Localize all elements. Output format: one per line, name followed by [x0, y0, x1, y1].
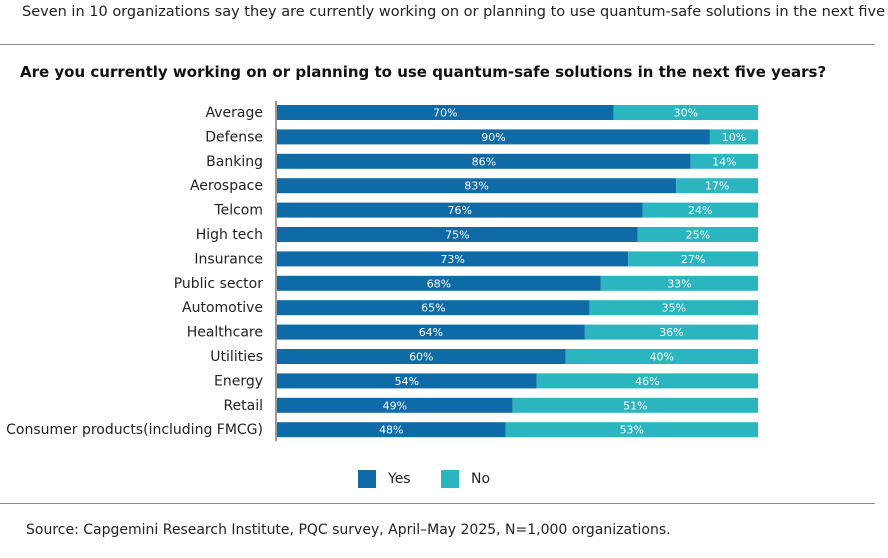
bar-no — [589, 300, 758, 316]
legend-label-no: No — [471, 471, 491, 487]
bar-no — [600, 275, 758, 291]
bar-yes — [277, 397, 513, 413]
source-note: Source: Capgemini Research Institute, PQ… — [26, 522, 671, 538]
data-label-yes: 49% — [383, 399, 407, 412]
data-label-no: 51% — [623, 399, 647, 412]
bar-yes — [277, 227, 638, 242]
bar-no — [565, 349, 758, 364]
data-label-yes: 75% — [445, 229, 469, 242]
data-label-yes: 65% — [421, 302, 445, 315]
bar-yes — [277, 349, 566, 364]
bar-no — [584, 324, 758, 340]
category-label: Aerospace — [190, 178, 263, 194]
data-label-no: 30% — [674, 107, 698, 120]
legend-item-yes: Yes — [358, 470, 411, 488]
bar-no — [512, 397, 758, 413]
bar-yes — [277, 300, 590, 316]
data-label-no: 25% — [686, 229, 710, 242]
bar-yes — [277, 129, 710, 145]
bar-no — [709, 129, 758, 145]
bar-no — [642, 202, 758, 218]
bar-yes — [277, 178, 677, 194]
data-label-yes: 48% — [379, 424, 403, 437]
data-label-no: 53% — [620, 424, 644, 437]
stacked-bar-chart: Average 70% 30% Defense 90% 10% Banking 86% 14% A… — [6, 101, 758, 442]
bar-no — [613, 105, 758, 120]
bar-yes — [277, 422, 506, 438]
category-label: High tech — [196, 227, 263, 243]
bar-no — [628, 251, 758, 267]
legend-swatch-yes — [358, 470, 376, 488]
category-label: Insurance — [194, 251, 263, 267]
data-label-no: 36% — [659, 326, 683, 339]
legend-swatch-no — [441, 470, 459, 488]
data-label-no: 35% — [662, 302, 686, 315]
data-label-no: 46% — [635, 375, 659, 388]
data-label-yes: 76% — [448, 204, 472, 217]
bottom-divider — [0, 503, 875, 504]
bar-no — [690, 153, 758, 169]
category-label: Banking — [206, 154, 263, 170]
category-label: Telcom — [213, 203, 263, 219]
data-label-no: 40% — [650, 351, 674, 364]
data-label-yes: 54% — [395, 375, 419, 388]
data-label-no: 14% — [712, 155, 736, 168]
data-label-yes: 83% — [464, 180, 488, 193]
chart-title: Are you currently working on or planning… — [20, 63, 827, 81]
category-label: Automotive — [182, 300, 263, 316]
bar-yes — [277, 373, 537, 389]
top-divider — [0, 44, 875, 45]
bar-no — [536, 373, 758, 389]
legend-item-no: No — [441, 470, 490, 488]
data-label-no: 33% — [667, 277, 691, 290]
bar-yes — [277, 202, 643, 218]
bar-yes — [277, 105, 614, 120]
category-label: Utilities — [210, 349, 263, 365]
category-label: Retail — [223, 398, 263, 414]
bar-no — [505, 422, 758, 438]
bar-no — [676, 178, 758, 194]
bar-yes — [277, 324, 585, 340]
data-label-no: 10% — [722, 131, 746, 144]
category-label: Public sector — [174, 276, 264, 292]
bar-no — [637, 227, 758, 242]
data-label-no: 24% — [688, 204, 712, 217]
category-label: Average — [206, 105, 264, 121]
bar-yes — [277, 153, 691, 169]
category-label: Healthcare — [187, 325, 263, 341]
category-label: Energy — [214, 373, 263, 389]
data-label-yes: 90% — [481, 131, 505, 144]
data-label-no: 27% — [681, 253, 705, 266]
data-label-yes: 64% — [419, 326, 443, 339]
bar-yes — [277, 275, 601, 291]
data-label-yes: 73% — [440, 253, 464, 266]
data-label-yes: 70% — [433, 107, 457, 120]
data-label-no: 17% — [705, 180, 729, 193]
data-label-yes: 60% — [409, 351, 433, 364]
data-label-yes: 68% — [427, 277, 451, 290]
category-label: Consumer products(including FMCG) — [6, 422, 263, 438]
data-label-yes: 86% — [472, 155, 496, 168]
legend-label-yes: Yes — [388, 471, 411, 487]
category-label: Defense — [205, 129, 263, 145]
chart-subtitle: Seven in 10 organizations say they are c… — [22, 4, 888, 20]
bar-yes — [277, 251, 629, 267]
